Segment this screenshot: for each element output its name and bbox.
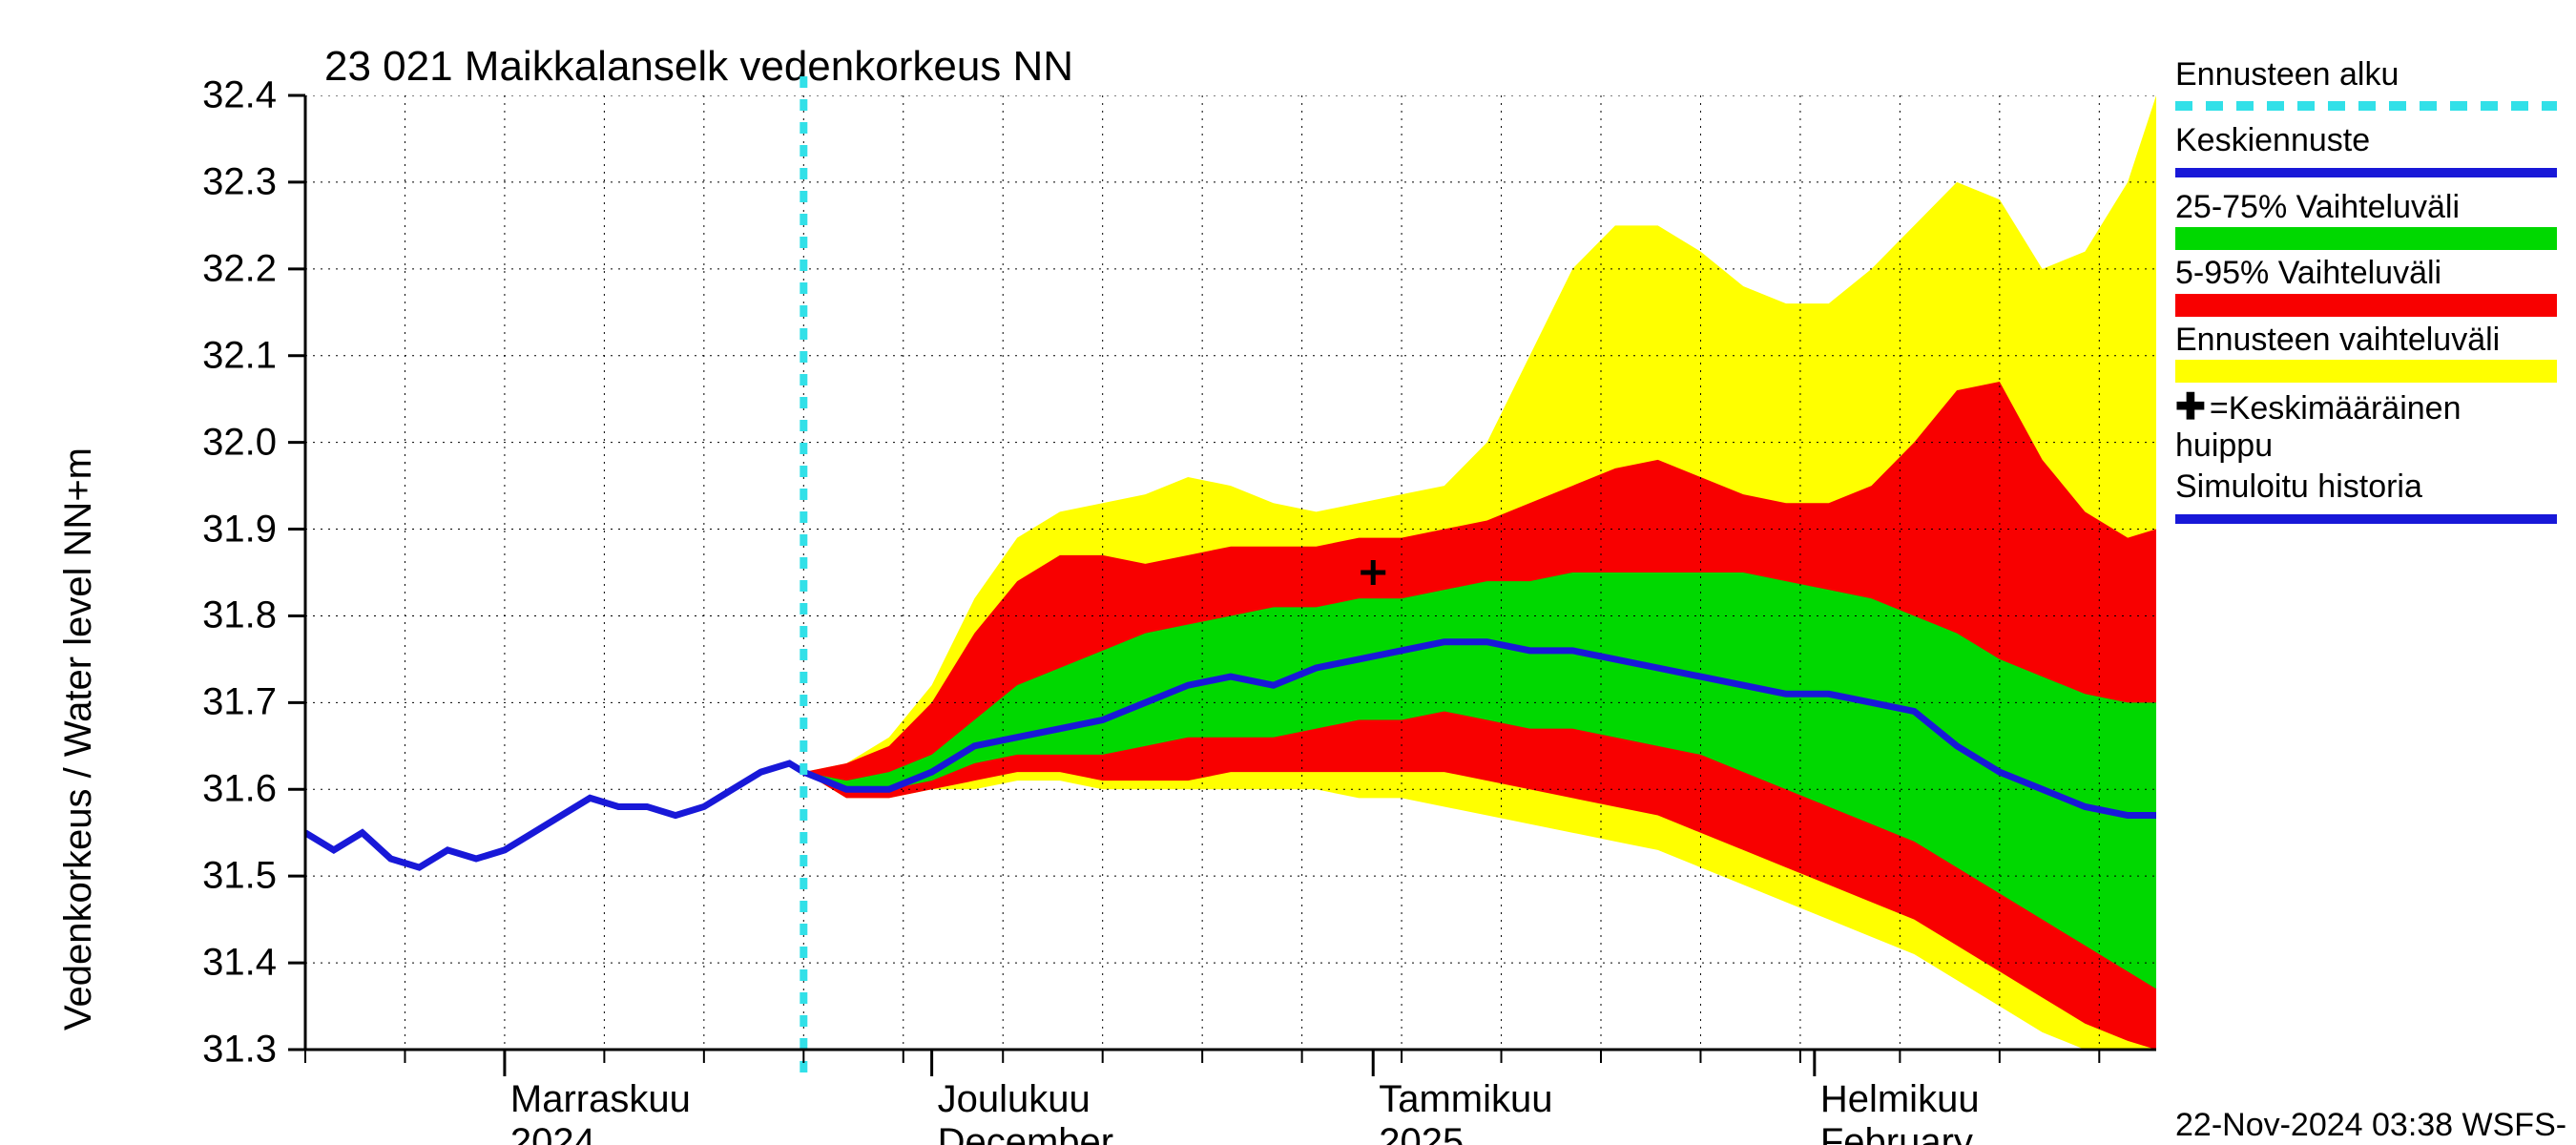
- chart-footer: 22-Nov-2024 03:38 WSFS-O: [2175, 1107, 2576, 1145]
- legend-item: 25-75% Vaihteluväli: [2175, 190, 2557, 250]
- x-tick-label: JoulukuuDecember: [938, 1078, 1114, 1145]
- legend-item: Keskiennuste: [2175, 123, 2557, 183]
- y-tick-label: 32.0: [162, 421, 277, 464]
- y-tick-label: 32.1: [162, 334, 277, 377]
- legend-label: 25-75% Vaihteluväli: [2175, 190, 2557, 225]
- legend-item: Ennusteen vaihteluväli: [2175, 323, 2557, 383]
- x-tick-label: Marraskuu2024: [510, 1078, 691, 1145]
- y-tick-label: 32.3: [162, 160, 277, 203]
- legend-swatch: [2175, 360, 2557, 383]
- y-tick-label: 31.5: [162, 855, 277, 898]
- y-tick-label: 31.4: [162, 942, 277, 985]
- legend-label: Ennusteen alku: [2175, 57, 2557, 93]
- y-tick-label: 32.2: [162, 247, 277, 290]
- legend-swatch: [2175, 508, 2557, 531]
- plus-icon: ✚: [2175, 387, 2206, 427]
- y-tick-label: 31.3: [162, 1029, 277, 1072]
- legend-item: ✚=Keskimääräinen huippu: [2175, 388, 2557, 464]
- chart-container: 23 021 Maikkalanselk vedenkorkeus NN Ved…: [0, 0, 2576, 1145]
- legend: Ennusteen alku Keskiennuste 25-75% Vaihtel…: [2175, 57, 2557, 536]
- legend-label: Simuloitu historia: [2175, 469, 2557, 505]
- x-tick-label: HelmikuuFebruary: [1820, 1078, 1980, 1145]
- legend-swatch: [2175, 94, 2557, 117]
- y-tick-label: 31.7: [162, 681, 277, 724]
- x-tick-label: Tammikuu2025: [1379, 1078, 1552, 1145]
- legend-item: Simuloitu historia: [2175, 469, 2557, 530]
- legend-item: 5-95% Vaihteluväli: [2175, 256, 2557, 316]
- y-tick-label: 32.4: [162, 74, 277, 117]
- legend-swatch: [2175, 161, 2557, 184]
- y-tick-label: 31.8: [162, 594, 277, 637]
- legend-item: Ennusteen alku: [2175, 57, 2557, 117]
- legend-label: Ennusteen vaihteluväli: [2175, 323, 2557, 358]
- legend-swatch: [2175, 294, 2557, 317]
- legend-label: ✚=Keskimääräinen huippu: [2175, 388, 2557, 464]
- y-tick-label: 31.6: [162, 768, 277, 811]
- legend-label: Keskiennuste: [2175, 123, 2557, 158]
- legend-label: 5-95% Vaihteluväli: [2175, 256, 2557, 291]
- legend-swatch: [2175, 227, 2557, 250]
- history-line: [305, 763, 803, 867]
- y-tick-label: 31.9: [162, 508, 277, 551]
